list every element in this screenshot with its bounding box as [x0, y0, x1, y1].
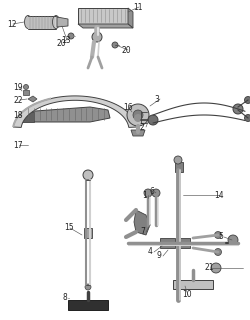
Polygon shape [128, 8, 132, 28]
Bar [172, 280, 212, 289]
Text: 18: 18 [13, 110, 22, 119]
Bar [84, 228, 92, 238]
Bar [179, 238, 189, 248]
Circle shape [227, 235, 237, 245]
Polygon shape [57, 17, 68, 27]
Text: 16: 16 [122, 103, 132, 113]
Circle shape [144, 189, 152, 197]
Circle shape [112, 42, 117, 48]
Text: 19: 19 [13, 83, 22, 92]
Text: 6: 6 [150, 188, 154, 196]
Text: 10: 10 [181, 291, 191, 300]
Text: 9: 9 [156, 252, 161, 260]
Circle shape [68, 33, 74, 39]
Circle shape [244, 97, 250, 103]
Text: 20: 20 [57, 38, 66, 47]
Text: 22: 22 [14, 95, 24, 105]
Text: 3: 3 [154, 94, 158, 103]
Bar [28, 15, 56, 28]
Text: 5: 5 [217, 233, 222, 242]
Circle shape [173, 156, 181, 164]
Circle shape [232, 104, 242, 114]
Text: 13: 13 [61, 36, 70, 44]
Polygon shape [22, 107, 110, 122]
Circle shape [210, 263, 220, 273]
Circle shape [126, 104, 148, 126]
Polygon shape [134, 210, 150, 235]
Ellipse shape [24, 15, 31, 28]
Text: 12: 12 [7, 20, 16, 28]
Polygon shape [13, 96, 136, 127]
Circle shape [92, 32, 102, 42]
Circle shape [152, 189, 159, 197]
Text: 17: 17 [13, 140, 22, 149]
Polygon shape [78, 24, 132, 28]
Circle shape [132, 110, 142, 120]
Circle shape [244, 115, 250, 122]
Text: 21: 21 [204, 263, 214, 273]
Polygon shape [28, 96, 37, 102]
Circle shape [134, 114, 141, 122]
Text: 4: 4 [148, 247, 152, 257]
Text: 8: 8 [63, 293, 68, 302]
Circle shape [83, 170, 93, 180]
Circle shape [85, 284, 91, 290]
Bar [23, 90, 29, 95]
Polygon shape [130, 130, 144, 136]
Circle shape [148, 115, 157, 125]
Text: 7: 7 [140, 228, 144, 236]
Bar [68, 300, 108, 310]
Bar [174, 162, 182, 172]
Text: 20: 20 [122, 45, 131, 54]
Bar [159, 238, 174, 248]
Circle shape [214, 231, 220, 238]
Text: 11: 11 [132, 3, 142, 12]
Bar [22, 112, 34, 122]
Circle shape [24, 84, 28, 90]
Text: 2: 2 [140, 123, 144, 132]
Text: 15: 15 [64, 223, 73, 233]
Text: 14: 14 [213, 190, 223, 199]
Text: 1: 1 [142, 190, 146, 199]
Ellipse shape [52, 15, 59, 28]
Bar [78, 8, 128, 24]
Circle shape [214, 249, 220, 255]
